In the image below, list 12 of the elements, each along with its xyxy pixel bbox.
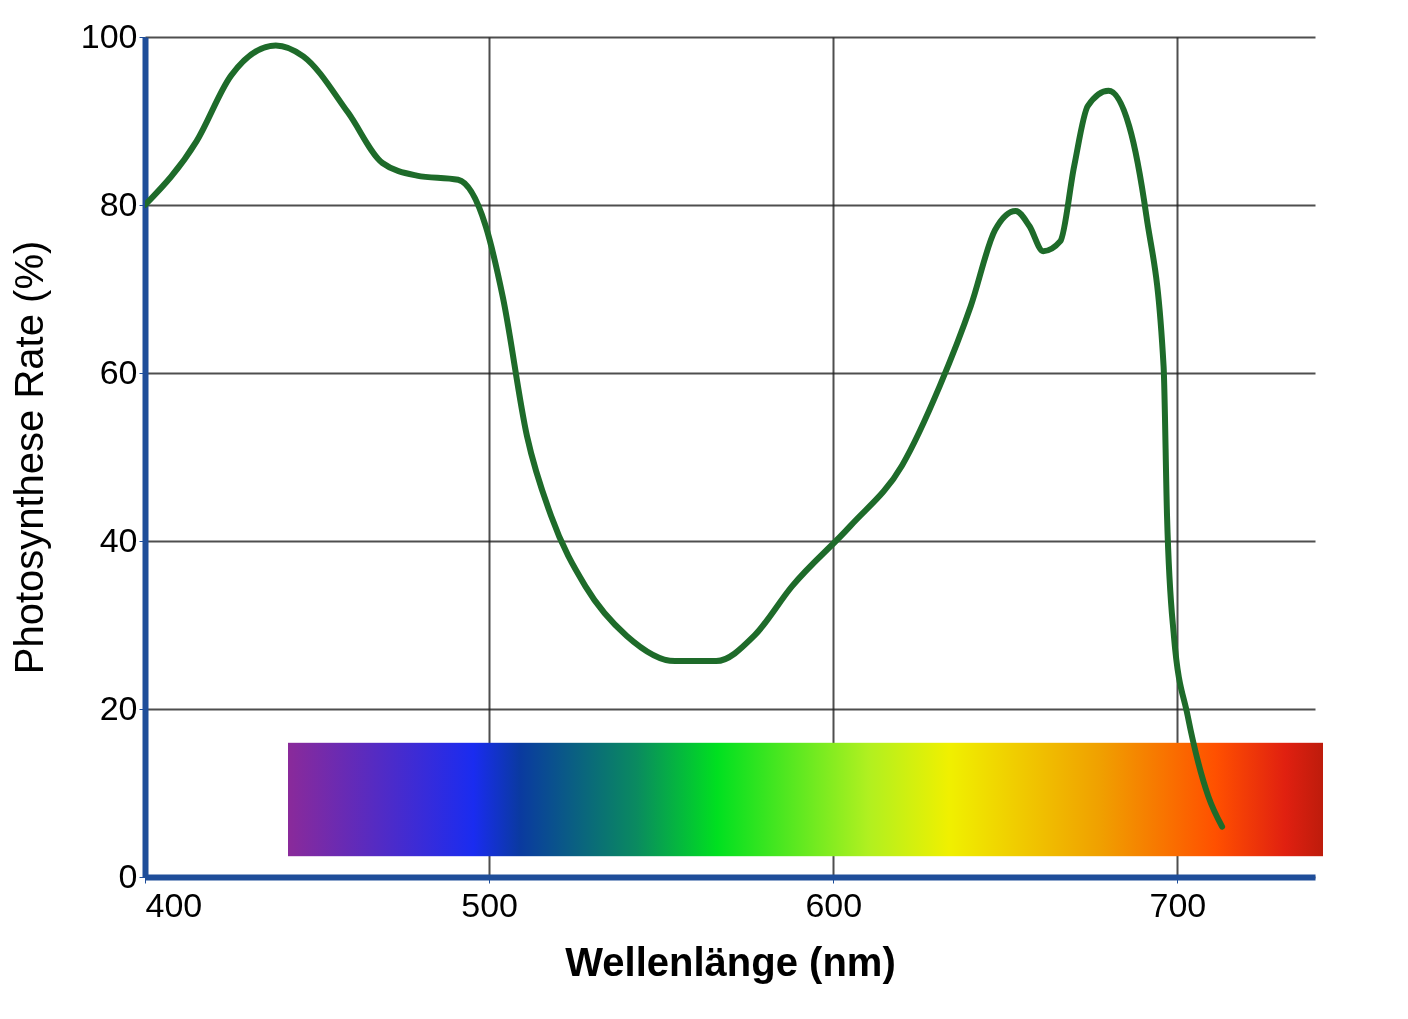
x-tick-label: 500 xyxy=(461,885,518,924)
y-tick-label: 60 xyxy=(99,352,138,391)
x-tick-label: 400 xyxy=(145,885,203,924)
y-tick-label: 100 xyxy=(80,16,138,55)
y-axis-title: Photosynthese Rate (%) xyxy=(6,240,51,675)
y-tick-label: 80 xyxy=(99,184,138,223)
x-axis-title: Wellenlänge (nm) xyxy=(565,939,896,984)
y-tick-label: 0 xyxy=(118,856,138,895)
x-tick-label: 700 xyxy=(1149,885,1207,924)
x-tick-label: 600 xyxy=(805,885,863,924)
y-tick-label: 20 xyxy=(99,688,138,727)
y-tick-label: 40 xyxy=(99,520,138,559)
